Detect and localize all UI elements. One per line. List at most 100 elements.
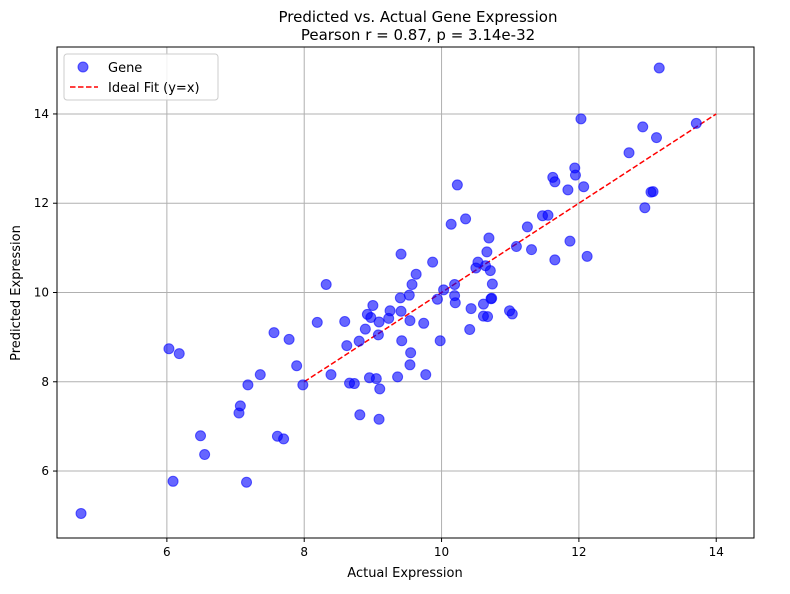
- data-point: [283, 333, 295, 345]
- data-point: [278, 433, 290, 445]
- chart-title: Predicted vs. Actual Gene Expression: [279, 8, 558, 26]
- data-point: [405, 347, 417, 359]
- data-point: [254, 369, 266, 381]
- y-tick-label: 14: [34, 107, 49, 121]
- data-point: [549, 176, 561, 188]
- data-point: [199, 449, 211, 461]
- data-point: [460, 213, 472, 225]
- data-point: [647, 186, 659, 198]
- data-point: [438, 284, 450, 296]
- data-point: [234, 400, 246, 412]
- ideal-fit-line-group: [303, 113, 717, 383]
- legend-box: [63, 53, 219, 101]
- data-point: [549, 254, 561, 266]
- data-point: [482, 311, 494, 323]
- x-tick-label: 8: [300, 545, 308, 559]
- data-point: [484, 265, 496, 277]
- data-point: [370, 373, 382, 385]
- data-point: [521, 221, 533, 233]
- data-point: [486, 292, 498, 304]
- data-point: [578, 181, 590, 193]
- data-point: [195, 430, 207, 442]
- data-point: [359, 323, 371, 335]
- data-point: [297, 379, 309, 391]
- data-point: [374, 383, 386, 395]
- x-axis-label: Actual Expression: [347, 566, 462, 581]
- data-point: [427, 256, 439, 268]
- data-point: [291, 360, 303, 372]
- data-point: [404, 359, 416, 371]
- data-point: [268, 327, 280, 339]
- data-point: [404, 315, 416, 327]
- legend-gene-label: Gene: [108, 61, 142, 76]
- x-tick-label: 6: [163, 545, 171, 559]
- data-point: [241, 476, 253, 488]
- data-point: [481, 246, 493, 258]
- data-point: [526, 244, 538, 256]
- chart-subtitle: Pearson r = 0.87, p = 3.14e-32: [301, 26, 535, 44]
- data-point: [445, 218, 457, 230]
- legend: Gene Ideal Fit (y=x): [63, 53, 219, 101]
- data-point: [506, 308, 518, 320]
- data-point: [564, 235, 576, 247]
- data-point: [581, 250, 593, 262]
- data-point: [167, 475, 179, 487]
- data-point: [348, 378, 360, 390]
- y-axis-label: Predicted Expression: [9, 225, 24, 361]
- data-point: [449, 297, 461, 309]
- data-point: [373, 413, 385, 425]
- x-tick-label: 10: [434, 545, 449, 559]
- data-point: [575, 113, 587, 125]
- data-point: [562, 184, 574, 196]
- data-point: [372, 329, 384, 341]
- data-point: [483, 232, 495, 244]
- data-point: [341, 340, 353, 352]
- data-point: [569, 169, 581, 181]
- x-tick-label: 14: [709, 545, 724, 559]
- data-point: [420, 369, 432, 381]
- data-point: [410, 268, 422, 280]
- x-tick-label: 12: [571, 545, 586, 559]
- y-tick-label: 10: [34, 286, 49, 300]
- data-point: [451, 179, 463, 191]
- data-point: [320, 278, 332, 290]
- y-tick-label: 12: [34, 196, 49, 210]
- data-points: [75, 62, 702, 519]
- data-point: [449, 278, 461, 290]
- data-point: [486, 278, 498, 290]
- legend-gene-marker: [77, 61, 89, 73]
- y-tick-label: 8: [41, 375, 49, 389]
- data-point: [339, 316, 351, 328]
- data-point: [653, 62, 665, 74]
- data-point: [392, 371, 404, 383]
- data-point: [396, 335, 408, 347]
- ideal-fit-line: [303, 113, 717, 383]
- data-point: [542, 209, 554, 221]
- data-point: [75, 507, 87, 519]
- x-axis-ticks: 6 8 10 12 14: [163, 538, 724, 559]
- data-point: [637, 121, 649, 133]
- y-tick-label: 6: [41, 464, 49, 478]
- data-point: [510, 241, 522, 253]
- data-point: [353, 335, 365, 347]
- data-point: [354, 409, 366, 421]
- data-point: [406, 278, 418, 290]
- data-point: [367, 299, 379, 311]
- data-point: [403, 289, 415, 301]
- data-point: [311, 316, 323, 328]
- data-point: [173, 348, 185, 360]
- data-point: [623, 147, 635, 159]
- legend-ideal-fit-label: Ideal Fit (y=x): [108, 81, 200, 96]
- data-point: [365, 311, 377, 323]
- data-point: [465, 303, 477, 315]
- data-point: [418, 317, 430, 329]
- data-point: [163, 343, 175, 355]
- data-point: [373, 316, 385, 328]
- data-point: [434, 335, 446, 347]
- y-axis-ticks: 6 8 10 12 14: [34, 107, 57, 478]
- data-point: [690, 117, 702, 129]
- data-point: [325, 369, 337, 381]
- data-point: [384, 305, 396, 317]
- data-point: [464, 324, 476, 336]
